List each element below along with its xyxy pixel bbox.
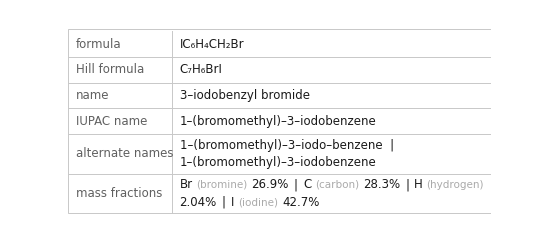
Text: (bromine): (bromine) [196, 180, 247, 190]
Text: H: H [414, 178, 423, 191]
Text: Br: Br [180, 178, 193, 191]
Text: 1–(bromomethyl)–3–iodo–benzene  |: 1–(bromomethyl)–3–iodo–benzene | [180, 139, 394, 152]
Text: 28.3%: 28.3% [363, 178, 400, 191]
Text: I: I [231, 196, 234, 209]
Text: (hydrogen): (hydrogen) [426, 180, 484, 190]
Text: 2.04%: 2.04% [180, 196, 217, 209]
Text: name: name [76, 89, 109, 102]
Text: IC₆H₄CH₂Br: IC₆H₄CH₂Br [180, 38, 244, 51]
Text: mass fractions: mass fractions [76, 187, 162, 200]
Text: 1–(bromomethyl)–3–iodobenzene: 1–(bromomethyl)–3–iodobenzene [180, 115, 376, 128]
Text: |: | [294, 178, 298, 191]
Text: IUPAC name: IUPAC name [76, 115, 147, 128]
Text: C₇H₆BrI: C₇H₆BrI [180, 63, 222, 76]
Text: (iodine): (iodine) [238, 197, 278, 207]
Text: formula: formula [76, 38, 122, 51]
Text: alternate names: alternate names [76, 147, 174, 160]
Text: |: | [222, 196, 226, 209]
Text: |: | [405, 178, 410, 191]
Text: 42.7%: 42.7% [282, 196, 319, 209]
Text: 1–(bromomethyl)–3–iodobenzene: 1–(bromomethyl)–3–iodobenzene [180, 156, 376, 169]
Text: (carbon): (carbon) [314, 180, 359, 190]
Text: Hill formula: Hill formula [76, 63, 144, 76]
Text: 3–iodobenzyl bromide: 3–iodobenzyl bromide [180, 89, 310, 102]
Text: 26.9%: 26.9% [252, 178, 289, 191]
Text: C: C [303, 178, 311, 191]
